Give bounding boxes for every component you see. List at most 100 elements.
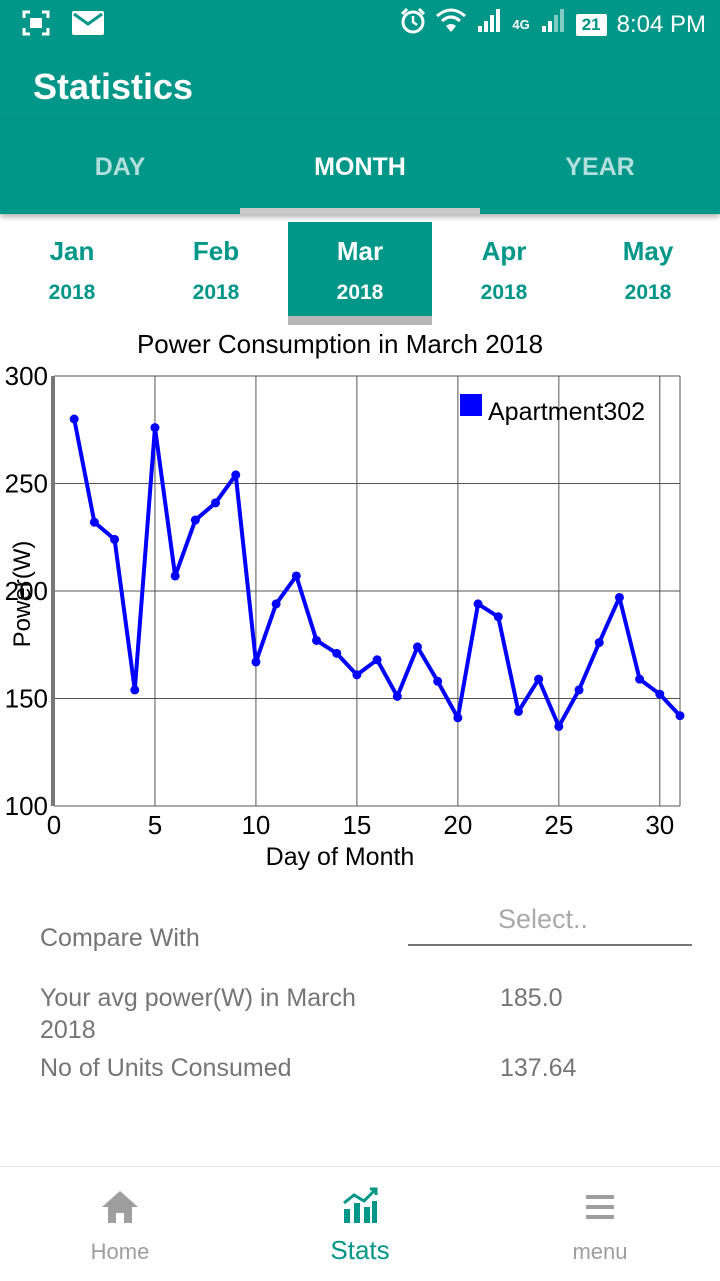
chart-series (69, 414, 685, 731)
x-axis-ticks: 0 5 10 15 20 25 30 (47, 810, 675, 840)
month-name: May (622, 236, 674, 266)
legend-swatch (460, 394, 482, 416)
menu-icon (586, 1195, 614, 1219)
nav-menu[interactable]: menu (480, 1167, 720, 1281)
month-item-feb[interactable]: Feb 2018 (144, 222, 288, 322)
avg-power-label-line2: 2018 (40, 1016, 96, 1044)
month-item-apr[interactable]: Apr 2018 (432, 222, 576, 322)
data-point (231, 470, 241, 480)
network-type: 4G (512, 17, 530, 32)
x-tick-label: 15 (342, 810, 371, 840)
data-point (493, 612, 503, 622)
period-tabs: DAY MONTH YEAR (0, 120, 720, 214)
month-selector: Jan 2018 Feb 2018 Mar 2018 Apr 2018 May … (0, 222, 720, 326)
y-tick-label: 250 (5, 469, 48, 499)
month-name: Apr (481, 236, 527, 266)
month-item-mar[interactable]: Mar 2018 (288, 222, 432, 322)
chart-grid (51, 375, 681, 807)
y-axis-line (51, 376, 55, 806)
y-tick-label: 150 (5, 684, 48, 714)
mail-icon (72, 11, 104, 40)
data-point (130, 685, 140, 695)
avg-power-value: 185.0 (500, 984, 563, 1012)
nav-menu-label: menu (572, 1239, 628, 1264)
y-axis-label: Power(W) (9, 541, 36, 648)
data-point (332, 648, 342, 658)
data-point (392, 691, 402, 701)
signal-icon (476, 8, 502, 41)
y-tick-label: 100 (5, 791, 48, 821)
tab-month[interactable]: MONTH (314, 153, 406, 181)
series-line (72, 418, 682, 729)
data-point (534, 674, 544, 684)
compare-label: Compare With (40, 924, 200, 952)
alarm-icon (400, 7, 426, 41)
data-point (675, 711, 685, 721)
x-axis-label: Day of Month (266, 843, 415, 871)
units-consumed-label: No of Units Consumed (40, 1054, 292, 1082)
tab-indicator (240, 208, 480, 214)
data-point (473, 599, 483, 609)
signal-icon-2 (540, 8, 566, 41)
data-point (251, 657, 261, 667)
status-bar: 4G 21 8:04 PM (0, 0, 720, 50)
clock: 8:04 PM (616, 10, 706, 38)
screenshot-icon (22, 10, 50, 41)
month-item-may[interactable]: May 2018 (576, 222, 720, 322)
nav-home-label: Home (90, 1239, 150, 1264)
month-year: 2018 (624, 281, 672, 304)
y-tick-label: 200 (5, 576, 48, 606)
y-axis-ticks: 100 150 200 250 300 (5, 361, 48, 821)
select-placeholder: Select.. (498, 904, 589, 934)
y-tick-label: 300 (5, 361, 48, 391)
data-point (89, 517, 99, 527)
data-point (170, 571, 180, 581)
data-point (372, 655, 382, 665)
data-point (190, 515, 200, 525)
x-tick-label: 25 (544, 810, 573, 840)
chart-title: Power Consumption in March 2018 (137, 329, 543, 359)
data-point (635, 674, 645, 684)
data-point (150, 423, 160, 433)
tab-year[interactable]: YEAR (565, 153, 635, 181)
data-point (211, 498, 221, 508)
data-point (69, 414, 79, 424)
bottom-nav: Home Stats menu (0, 1166, 720, 1281)
data-point (291, 571, 301, 581)
month-indicator (288, 316, 432, 325)
month-year: 2018 (336, 281, 384, 304)
page-title: Statistics (33, 66, 194, 107)
data-point (352, 670, 362, 680)
tab-day[interactable]: DAY (94, 153, 146, 181)
nav-stats[interactable]: Stats (240, 1167, 480, 1281)
x-tick-label: 10 (241, 810, 270, 840)
month-item-jan[interactable]: Jan 2018 (0, 222, 144, 322)
data-point (554, 721, 564, 731)
power-chart: Power Consumption in March 2018 10015020… (5, 329, 685, 871)
compare-select[interactable]: Select.. (408, 898, 692, 946)
stats-icon (343, 1187, 378, 1223)
x-tick-label: 5 (148, 810, 162, 840)
x-tick-label: 0 (47, 810, 61, 840)
data-point (614, 592, 624, 602)
home-icon (102, 1191, 138, 1223)
nav-home[interactable]: Home (0, 1167, 240, 1281)
month-year: 2018 (480, 281, 528, 304)
data-point (433, 676, 443, 686)
app-bar: Statistics (0, 50, 720, 120)
month-year: 2018 (48, 281, 96, 304)
month-name: Mar (336, 236, 384, 266)
data-point (271, 599, 281, 609)
month-name: Jan (49, 236, 95, 266)
data-point (655, 689, 665, 699)
wifi-icon (436, 8, 467, 41)
data-point (594, 638, 604, 648)
month-name: Feb (192, 236, 240, 266)
data-point (110, 534, 120, 544)
x-tick-label: 30 (645, 810, 674, 840)
avg-power-label-line1: Your avg power(W) in March (40, 984, 356, 1012)
data-point (453, 713, 463, 723)
x-tick-label: 20 (443, 810, 472, 840)
units-consumed-value: 137.64 (500, 1054, 577, 1082)
data-point (574, 685, 584, 695)
